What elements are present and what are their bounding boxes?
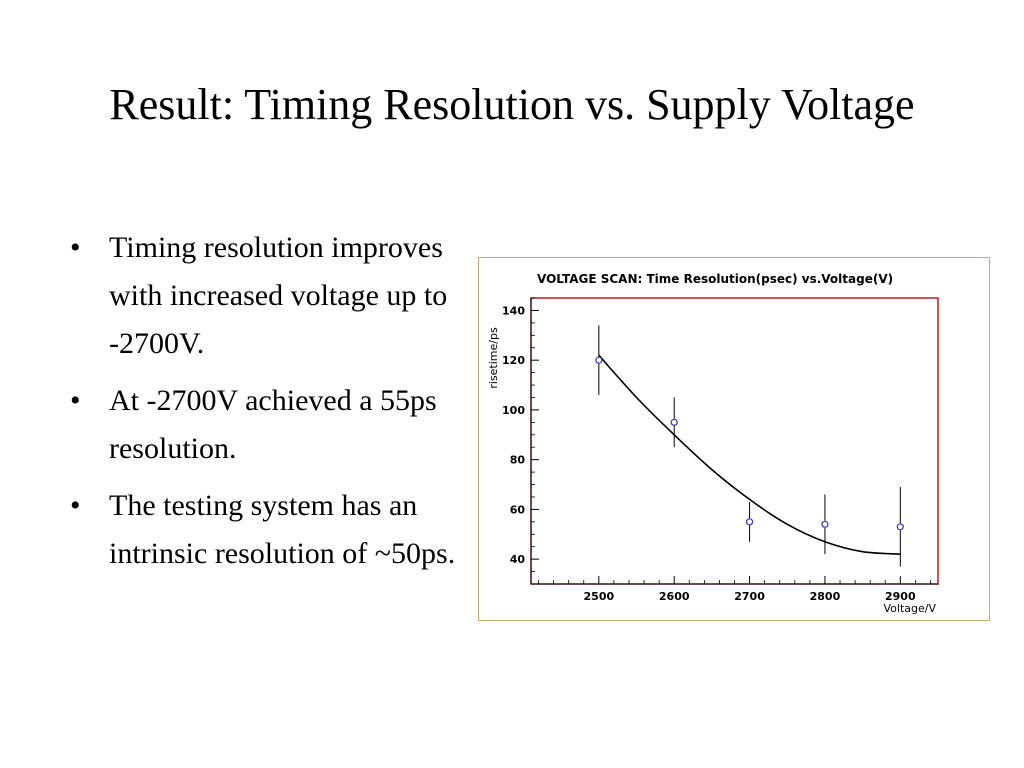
x-tick-label: 2900: [885, 590, 916, 603]
bullet-item: • The testing system has an intrinsic re…: [66, 482, 476, 578]
x-tick-label: 2800: [810, 590, 841, 603]
y-axis-label: risetime/ps: [487, 327, 500, 389]
x-tick-label: 2500: [584, 590, 615, 603]
x-tick-label: 2600: [659, 590, 690, 603]
x-axis: 2500 2600 2700 2800 2900: [538, 576, 931, 603]
slide-title: Result: Timing Resolution vs. Supply Vol…: [109, 80, 915, 129]
data-point: [595, 356, 603, 364]
data-point: [821, 520, 829, 528]
x-tick-label: 2700: [734, 590, 765, 603]
y-tick-label: 100: [502, 404, 525, 417]
bullet-list: • Timing resolution improves with increa…: [66, 224, 476, 587]
data-points: [595, 325, 904, 567]
chart-title: VOLTAGE SCAN: Time Resolution(psec) vs.V…: [537, 272, 893, 286]
y-tick-label: 60: [510, 503, 526, 516]
bullet-text: Timing resolution improves with increase…: [109, 231, 448, 360]
fit-curve: [598, 354, 901, 555]
y-tick-label: 80: [510, 454, 526, 467]
x-axis-label: Voltage/V: [884, 602, 937, 615]
y-tick-label: 140: [502, 304, 525, 317]
bullet-item: • At -2700V achieved a 55ps resolution.: [66, 377, 476, 473]
plot-area: [530, 297, 939, 585]
bullet-text: At -2700V achieved a 55ps resolution.: [109, 384, 437, 465]
bullet-text: The testing system has an intrinsic reso…: [109, 489, 456, 570]
chart-svg: VOLTAGE SCAN: Time Resolution(psec) vs.V…: [487, 272, 939, 615]
data-point: [745, 518, 754, 526]
chart-frame: VOLTAGE SCAN: Time Resolution(psec) vs.V…: [478, 257, 990, 621]
data-point: [670, 418, 678, 426]
y-tick-label: 40: [510, 553, 526, 566]
data-point: [896, 523, 904, 531]
bullet-dot-icon: •: [70, 231, 81, 264]
bullet-dot-icon: •: [70, 489, 81, 522]
y-tick-label: 120: [502, 354, 525, 367]
bullet-dot-icon: •: [70, 384, 81, 417]
y-axis: 40 60 80 100 120 140: [502, 297, 539, 585]
bullet-item: • Timing resolution improves with increa…: [66, 224, 476, 368]
